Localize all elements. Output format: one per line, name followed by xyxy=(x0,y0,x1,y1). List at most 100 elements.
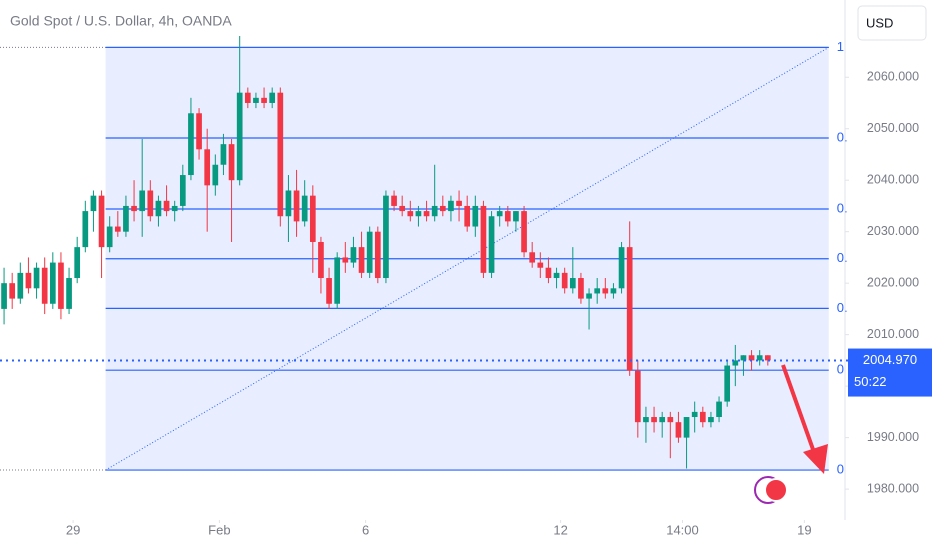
candle-body xyxy=(659,417,666,423)
x-tick-label: 6 xyxy=(362,522,369,537)
candle-body xyxy=(326,278,332,304)
candle-body xyxy=(285,190,292,217)
candle-body xyxy=(488,216,495,273)
candle-body xyxy=(114,226,121,232)
fib-label: 0. xyxy=(837,250,848,265)
chart-title: Gold Spot / U.S. Dollar, 4h, OANDA xyxy=(10,13,232,29)
candle-body xyxy=(188,113,194,176)
candle-body xyxy=(9,283,16,299)
candle-body xyxy=(25,272,32,289)
candle-body xyxy=(683,417,690,438)
candle-body xyxy=(756,355,763,361)
candle-body xyxy=(374,231,381,279)
candle-body xyxy=(545,267,552,279)
candle-body xyxy=(383,195,389,279)
fib-label: 0. xyxy=(837,300,848,315)
x-tick-label: 29 xyxy=(66,522,80,537)
candle-body xyxy=(41,267,48,304)
candle-body xyxy=(561,272,568,289)
fib-label: 0 xyxy=(837,362,844,377)
y-tick-label: 2040.000 xyxy=(867,172,919,186)
candle-body xyxy=(90,195,97,212)
candle-body xyxy=(228,144,235,181)
y-tick-label: 2030.000 xyxy=(867,224,919,238)
y-tick-label: 1990.000 xyxy=(867,430,919,444)
candle-body xyxy=(17,272,24,299)
candle-body xyxy=(439,205,446,212)
candle-body xyxy=(220,144,227,165)
fib-label: 0. xyxy=(837,200,848,215)
candle-body xyxy=(651,417,657,423)
candle-body xyxy=(594,288,601,294)
candle-body xyxy=(586,293,592,299)
candle-body xyxy=(480,205,487,273)
candle-body xyxy=(171,205,178,212)
currency-label[interactable]: USD xyxy=(866,15,893,30)
candle-body xyxy=(423,211,430,217)
candle-body xyxy=(496,211,503,217)
candle-body xyxy=(472,205,479,227)
candle-body xyxy=(602,288,609,294)
last-price-label: 2004.970 xyxy=(863,352,917,367)
candle-body xyxy=(732,360,739,366)
candle-body xyxy=(366,231,373,273)
candle-body xyxy=(407,211,414,217)
candle-body xyxy=(163,200,170,212)
candle-body xyxy=(334,257,341,304)
candles-layer xyxy=(1,36,771,469)
candle-body xyxy=(464,205,471,227)
fib-label: 0. xyxy=(837,129,848,144)
candle-body xyxy=(212,164,219,186)
candle-body xyxy=(724,365,731,402)
candle-body xyxy=(431,205,438,217)
candle-body xyxy=(569,278,576,289)
candle-body xyxy=(399,205,406,212)
candle-body xyxy=(244,92,251,103)
candle-body xyxy=(123,205,129,232)
candle-body xyxy=(66,278,72,309)
candle-body xyxy=(1,283,7,309)
candle-body xyxy=(504,211,511,222)
candle-body xyxy=(699,411,706,423)
last-price-timer: 50:22 xyxy=(854,374,887,389)
candle-body xyxy=(553,272,560,279)
candle-body xyxy=(618,247,625,289)
candle-body xyxy=(675,422,682,438)
y-tick-label: 2060.000 xyxy=(867,70,919,84)
candle-body xyxy=(261,97,267,103)
candle-body xyxy=(350,247,357,263)
candle-body xyxy=(253,97,259,103)
candle-body xyxy=(196,113,202,150)
candle-body xyxy=(667,417,674,423)
candle-body xyxy=(415,211,422,217)
candle-body xyxy=(764,355,771,361)
candle-body xyxy=(98,195,105,248)
y-tick-label: 2010.000 xyxy=(867,327,919,341)
candle-body xyxy=(391,195,397,206)
candle-body xyxy=(293,190,300,222)
candle-body xyxy=(691,411,698,418)
candle-body xyxy=(204,149,211,186)
candle-body xyxy=(82,211,89,248)
candle-body xyxy=(626,247,633,371)
candle-body xyxy=(58,262,64,309)
candle-body xyxy=(106,226,113,248)
last-price-tag xyxy=(848,348,932,397)
candle-body xyxy=(236,92,243,181)
fib-label: 0 xyxy=(837,461,844,476)
candle-body xyxy=(179,175,186,206)
candle-body xyxy=(740,355,747,361)
candle-body xyxy=(269,92,276,103)
candle-body xyxy=(456,200,462,206)
event-icon-flag[interactable] xyxy=(764,478,788,502)
x-tick-label: 14:00 xyxy=(666,522,699,537)
x-tick-label: Feb xyxy=(208,522,230,537)
candle-body xyxy=(521,211,527,253)
candle-body xyxy=(131,205,137,212)
candle-body xyxy=(537,262,544,268)
candle-body xyxy=(578,278,584,299)
candle-body xyxy=(708,417,714,423)
currency-button[interactable] xyxy=(857,5,927,41)
